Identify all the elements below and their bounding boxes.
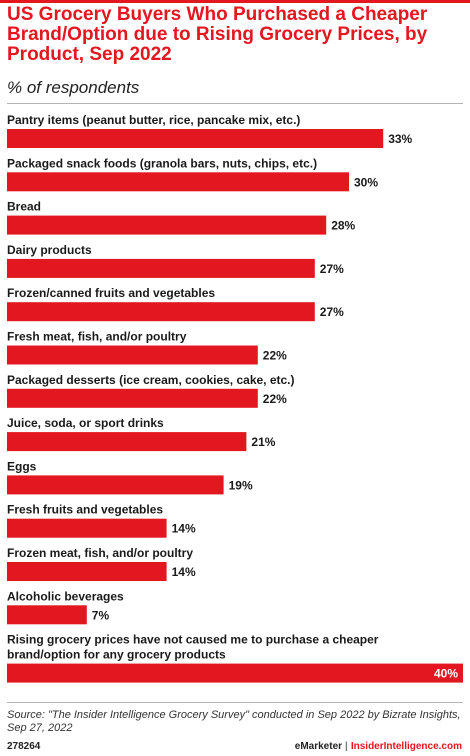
- bar: [7, 605, 87, 625]
- value-label: 27%: [320, 305, 344, 319]
- category-label: Bread: [7, 200, 41, 214]
- value-label: 22%: [263, 349, 287, 363]
- accent-bar: [0, 0, 470, 3]
- bar: [7, 663, 463, 683]
- value-label: 28%: [331, 219, 355, 233]
- bar: [7, 345, 258, 365]
- category-label: Fresh fruits and vegetables: [7, 503, 163, 517]
- value-label: 22%: [263, 392, 287, 406]
- source-note: Source: "The Insider Intelligence Grocer…: [7, 709, 461, 734]
- value-label: 21%: [251, 435, 275, 449]
- value-label: 19%: [229, 478, 253, 492]
- bar-chart: Pantry items (peanut butter, rice, panca…: [7, 113, 463, 683]
- bar: [7, 172, 349, 192]
- category-label: Dairy products: [7, 243, 92, 257]
- category-label: Rising grocery prices have not caused me…: [7, 633, 379, 662]
- brand-credit: eMarketer | InsiderIntelligence.com: [295, 741, 462, 752]
- category-label: Alcoholic beverages: [7, 589, 124, 603]
- bar: [7, 475, 224, 495]
- category-label: Fresh meat, fish, and/or poultry: [7, 330, 187, 344]
- value-label: 7%: [92, 608, 110, 622]
- value-label: 30%: [354, 175, 378, 189]
- category-label: Packaged snack foods (granola bars, nuts…: [7, 156, 317, 170]
- chart-subtitle: % of respondents: [7, 78, 140, 97]
- category-label: Frozen meat, fish, and/or poultry: [7, 546, 193, 560]
- bar: [7, 129, 384, 148]
- category-label: Frozen/canned fruits and vegetables: [7, 286, 215, 300]
- bar: [7, 215, 327, 235]
- brand-separator: |: [345, 741, 348, 752]
- bar: [7, 388, 258, 408]
- bar: [7, 518, 167, 538]
- chart-id: 278264: [7, 741, 41, 752]
- bar: [7, 432, 247, 452]
- category-label: Pantry items (peanut butter, rice, panca…: [7, 113, 300, 127]
- chart-title: US Grocery Buyers Who Purchased a Cheape…: [7, 4, 428, 65]
- value-label: 14%: [172, 522, 196, 536]
- header-divider: [7, 103, 463, 104]
- value-label: 40%: [434, 667, 458, 681]
- value-label: 27%: [320, 262, 344, 276]
- bar: [7, 302, 315, 322]
- category-label: Eggs: [7, 459, 37, 473]
- brand-name: eMarketer: [294, 741, 343, 752]
- bar: [7, 258, 315, 278]
- category-label: Juice, soda, or sport drinks: [7, 416, 164, 430]
- category-label: Packaged desserts (ice cream, cookies, c…: [7, 373, 295, 387]
- value-label: 33%: [388, 132, 412, 146]
- site-link[interactable]: InsiderIntelligence.com: [350, 741, 462, 752]
- bar: [7, 562, 167, 581]
- value-label: 14%: [172, 565, 196, 579]
- footer-divider: [7, 702, 463, 703]
